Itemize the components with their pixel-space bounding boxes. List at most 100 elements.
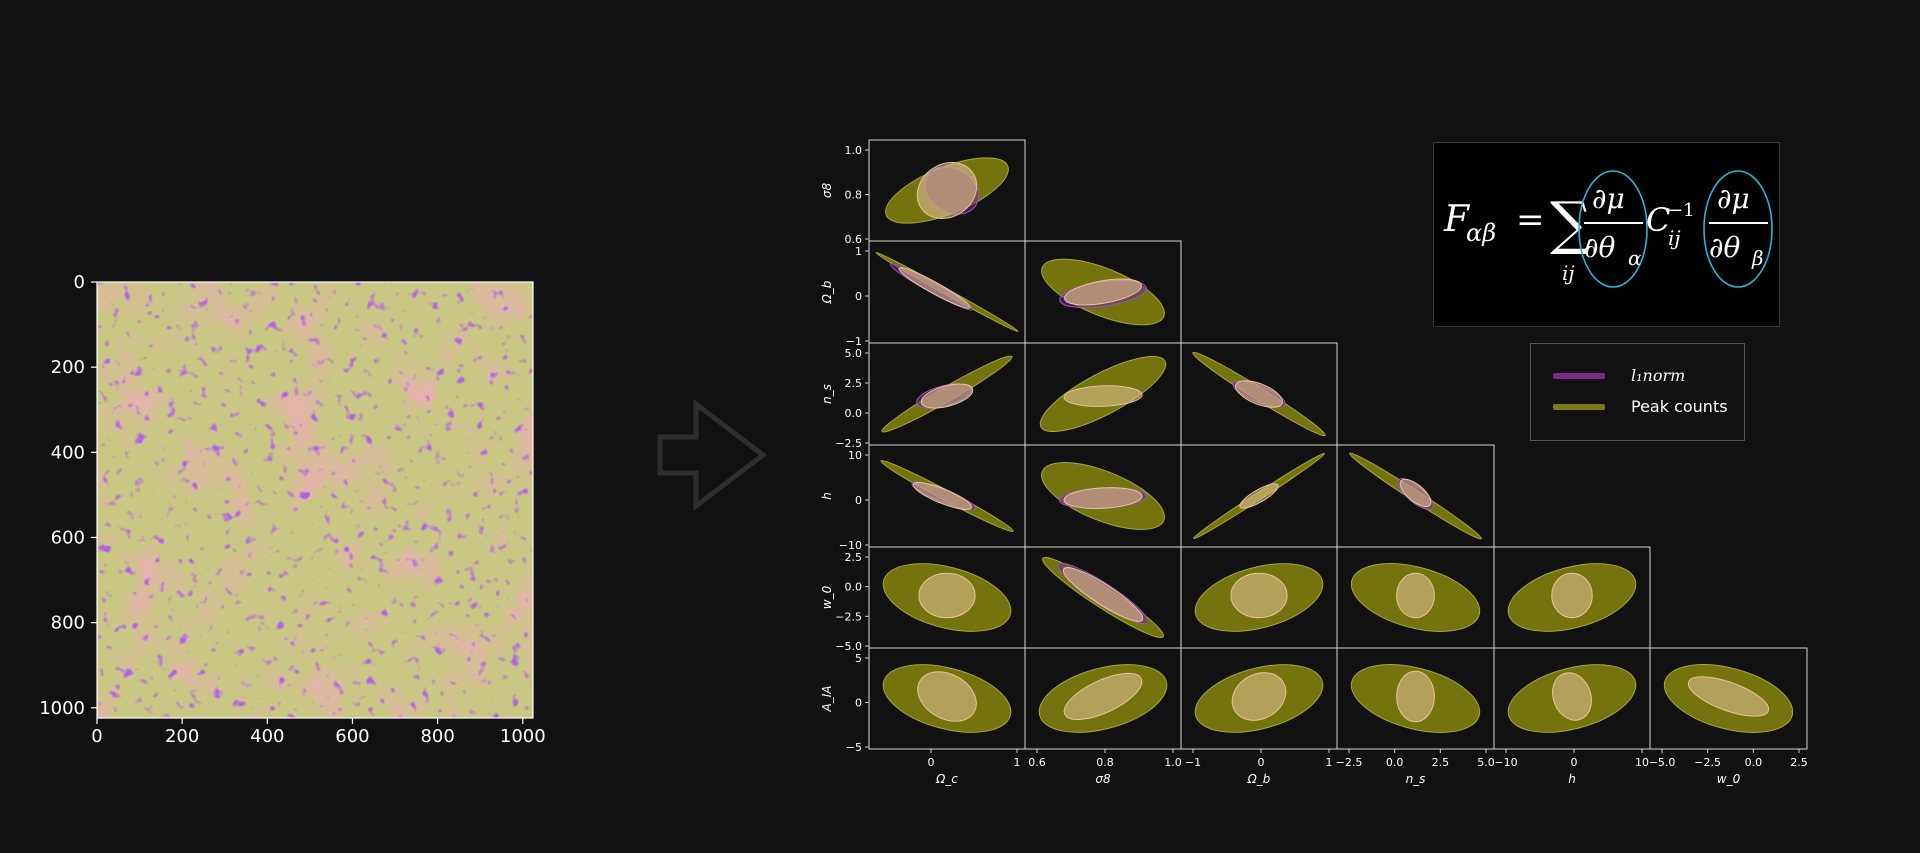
fisher-formula: F αβ = ∑ ij ∂μ ∂θ α C ij −1 ∂μ ∂θ β xyxy=(1443,170,1773,288)
map-y-tick-label: 200 xyxy=(51,357,85,378)
corner-panel-5-5 xyxy=(1649,647,1808,750)
corner-x-tick-label: 0.0 xyxy=(1745,756,1763,769)
corner-y-tick-label: 0.6 xyxy=(845,233,863,246)
corner-row-label: Ω_b xyxy=(820,280,834,304)
corner-col-label: w_0 xyxy=(1717,772,1741,786)
corner-x-tick-label: −2.5 xyxy=(1336,756,1363,769)
map-x-tick-label: 800 xyxy=(420,726,454,747)
corner-y-tick-label: 5.0 xyxy=(845,347,863,360)
formula-C: C xyxy=(1646,201,1670,239)
map-x-tick-label: 400 xyxy=(250,726,284,747)
map-x-tick-label: 1000 xyxy=(500,726,546,747)
map-y-tick-label: 400 xyxy=(51,442,85,463)
overlap-contour xyxy=(917,671,977,722)
corner-panel-0-0 xyxy=(868,139,1026,242)
corner-y-tick-label: 0.8 xyxy=(845,189,863,202)
corner-panel-2-0 xyxy=(868,342,1026,446)
corner-x-tick-label: 1.0 xyxy=(1164,756,1182,769)
corner-col-label: h xyxy=(1568,772,1576,786)
formula-denominator-alpha: ∂θ xyxy=(1584,231,1615,264)
corner-panel-3-3 xyxy=(1336,444,1495,548)
fisher-formula-panel: F αβ = ∑ ij ∂μ ∂θ α C ij −1 ∂μ ∂θ β xyxy=(1433,142,1780,327)
overlap-contour xyxy=(1063,385,1143,407)
overlap-contour xyxy=(918,572,976,619)
corner-panel-5-1 xyxy=(1024,647,1182,750)
corner-x-tick-label: −2.5 xyxy=(1694,756,1721,769)
convergence-map-frame xyxy=(96,281,534,719)
corner-panel-5-2 xyxy=(1180,647,1338,750)
corner-x-tick-label: 0.8 xyxy=(1096,756,1114,769)
overlap-contour xyxy=(916,162,978,219)
corner-x-tick-label: 0.0 xyxy=(1386,756,1404,769)
overlap-contour xyxy=(1551,572,1593,619)
corner-y-tick-label: −10 xyxy=(839,539,862,552)
corner-x-tick-label: 0 xyxy=(1571,756,1578,769)
derivative-beta-circle xyxy=(1703,170,1773,288)
corner-x-tick-label: 2.5 xyxy=(1790,756,1808,769)
map-y-tick-label: 600 xyxy=(51,527,85,548)
map-x-axis: 0 200 400 600 800 1000 xyxy=(91,718,546,747)
overlap-contour xyxy=(1235,380,1283,408)
corner-panel-1-1 xyxy=(1024,240,1182,344)
legend-item-peak-counts xyxy=(1553,397,1605,417)
corner-panel-2-1 xyxy=(1024,342,1182,446)
fisher-corner-plot: 1.00.80.6σ810−1Ω_b5.02.50.0−2.5n_s100−10… xyxy=(820,139,1808,786)
overlap-contour xyxy=(1239,483,1279,509)
right-arrow-outline-icon xyxy=(657,398,768,512)
overlap-contour xyxy=(1396,670,1435,723)
corner-panel-4-0 xyxy=(868,546,1026,649)
formula-equals: = xyxy=(1516,200,1545,240)
map-y-axis: 0 200 400 600 800 1000 xyxy=(39,272,97,719)
corner-x-tick-label: 1 xyxy=(1014,756,1021,769)
formula-sum-subscript: ij xyxy=(1562,261,1575,285)
corner-y-tick-label: −2.5 xyxy=(835,437,862,450)
overlap-contour xyxy=(1063,487,1143,509)
corner-panel-4-2 xyxy=(1180,546,1338,649)
corner-col-label: n_s xyxy=(1406,772,1426,786)
corner-x-tick-label: 10 xyxy=(1635,756,1649,769)
corner-row-label: n_s xyxy=(820,384,834,404)
formula-denominator-beta-sub: β xyxy=(1751,246,1764,270)
corner-x-tick-label: 1 xyxy=(1326,756,1333,769)
overlap-contour xyxy=(1231,672,1287,721)
formula-denominator-beta: ∂θ xyxy=(1709,231,1740,264)
formula-numerator-beta: ∂μ xyxy=(1717,182,1750,215)
legend-label-l1norm: l₁norm xyxy=(1631,366,1686,385)
corner-y-tick-label: 0.0 xyxy=(845,407,863,420)
corner-x-tick-label: 0 xyxy=(928,756,935,769)
corner-row-label: h xyxy=(820,492,834,500)
map-x-tick-label: 200 xyxy=(165,726,199,747)
derivative-alpha-circle xyxy=(1578,170,1648,288)
corner-col-label: σ8 xyxy=(1095,772,1111,786)
legend-swatch-l1norm xyxy=(1553,373,1605,379)
corner-x-tick-label: 2.5 xyxy=(1432,756,1450,769)
corner-y-tick-label: 1 xyxy=(855,245,862,258)
formula-F-subscript: αβ xyxy=(1466,219,1496,247)
overlap-contour xyxy=(920,383,974,409)
corner-y-tick-label: 0 xyxy=(855,494,862,507)
overlap-contour xyxy=(1399,478,1432,508)
corner-y-tick-label: −2.5 xyxy=(835,610,862,623)
corner-y-tick-label: 0 xyxy=(855,290,862,303)
map-y-tick-label: 0 xyxy=(74,272,85,293)
map-x-tick-label: 0 xyxy=(91,726,102,747)
corner-panel-1-0 xyxy=(868,240,1026,344)
formula-numerator-alpha: ∂μ xyxy=(1592,182,1625,215)
corner-panel-4-4 xyxy=(1493,546,1651,649)
corner-y-tick-label: 2.5 xyxy=(845,551,863,564)
legend-item-l1norm xyxy=(1553,366,1605,386)
map-x-tick-label: 600 xyxy=(335,726,369,747)
corner-y-tick-label: 1.0 xyxy=(845,144,863,157)
corner-x-tick-label: 0 xyxy=(1258,756,1265,769)
corner-x-tick-label: −10 xyxy=(1494,756,1517,769)
overlap-contour xyxy=(1687,676,1770,717)
overlap-contour xyxy=(1552,672,1592,721)
overlap-contour xyxy=(912,482,972,510)
corner-panel-frame xyxy=(1649,647,1808,750)
corner-panel-4-3 xyxy=(1336,546,1495,649)
corner-panel-4-1 xyxy=(1024,546,1182,649)
corner-panel-2-2 xyxy=(1180,342,1338,446)
corner-col-label: Ω_b xyxy=(1247,772,1271,786)
corner-panel-3-0 xyxy=(868,444,1026,548)
